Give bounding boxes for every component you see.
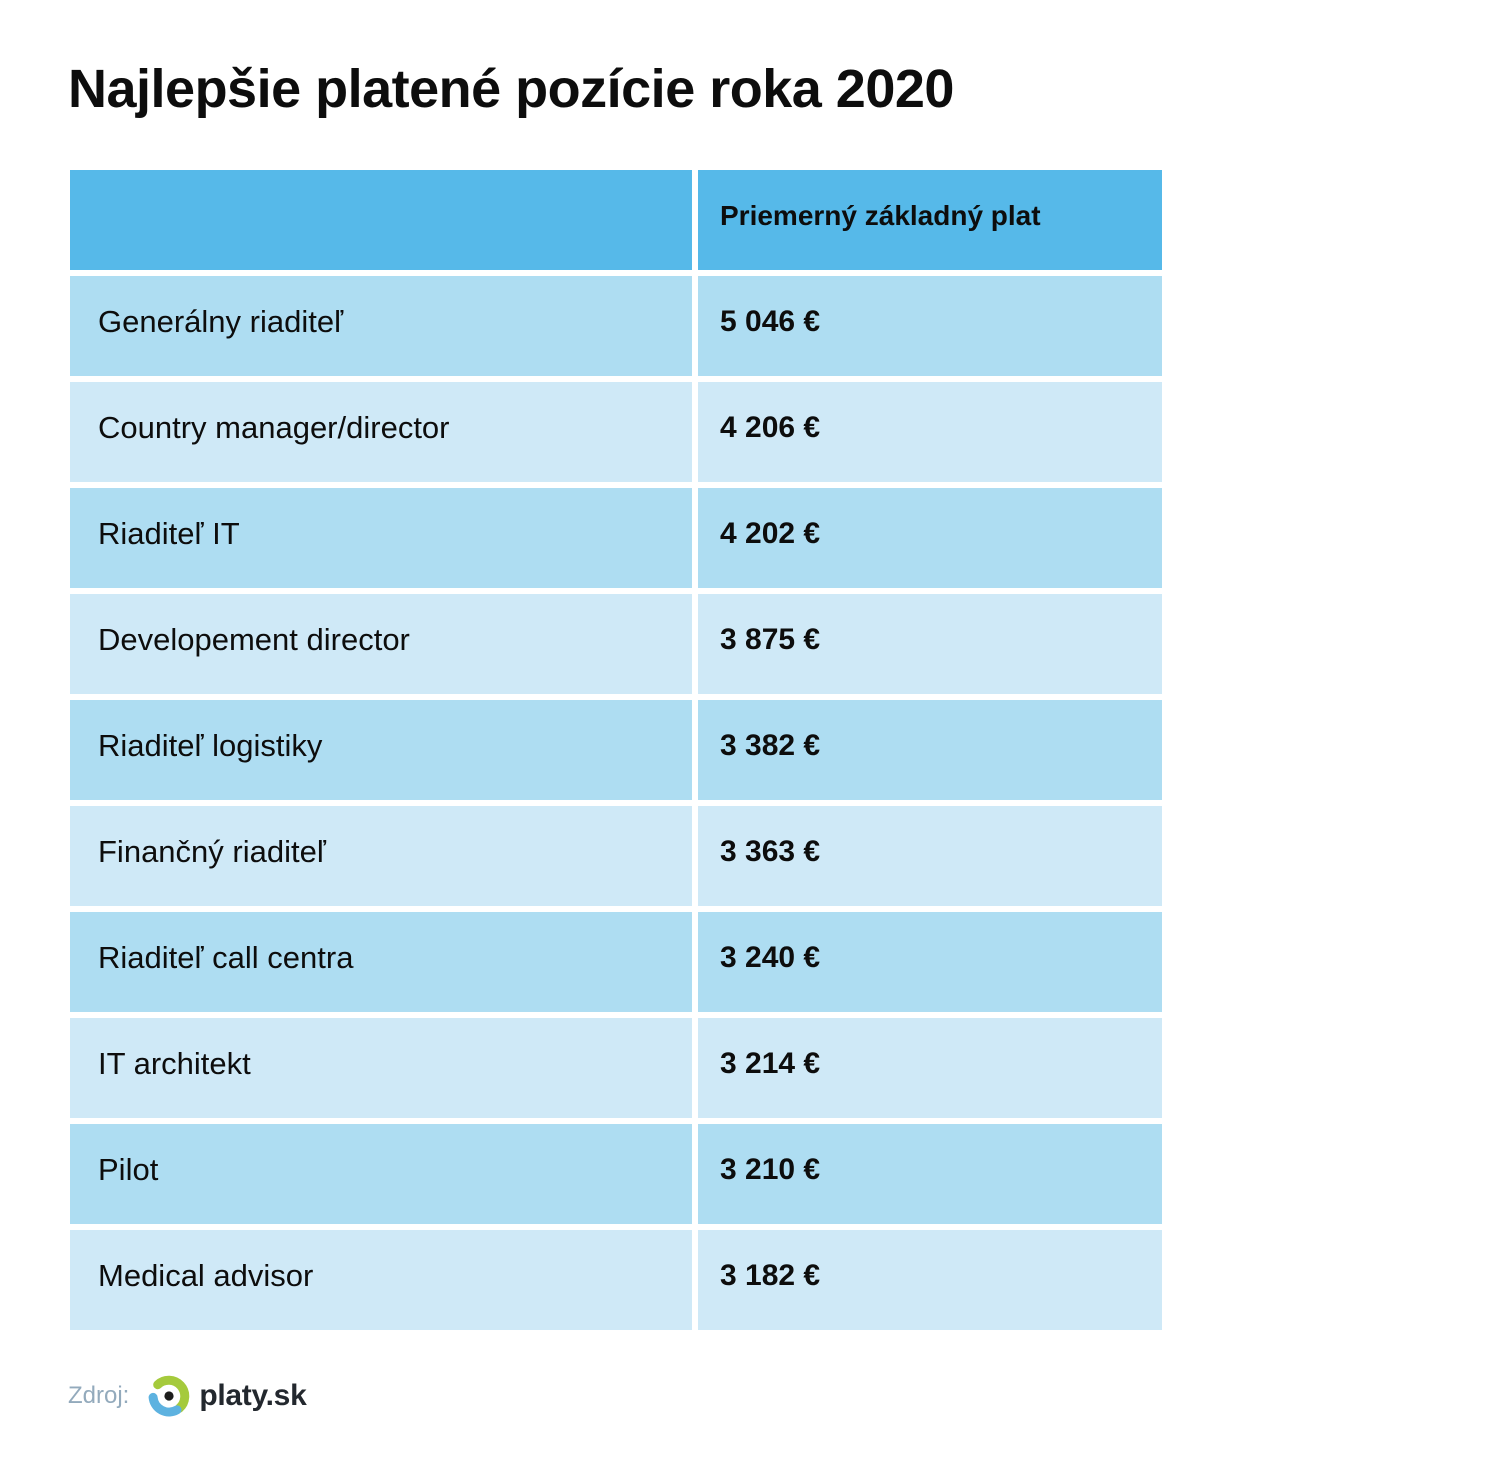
source-label: Zdroj: — [68, 1382, 130, 1410]
position-cell: Generálny riaditeľ — [70, 276, 692, 377]
platy-logo-text: platy.sk — [199, 1379, 307, 1413]
position-cell: Riaditeľ IT — [70, 488, 692, 589]
salary-cell: 3 214 € — [698, 1018, 1162, 1119]
salary-cell: 3 182 € — [698, 1230, 1162, 1331]
header-salary-cell: Priemerný základný plat — [698, 170, 1162, 271]
platy-ring-icon — [148, 1375, 190, 1417]
position-cell: IT architekt — [70, 1018, 692, 1119]
position-cell: Pilot — [70, 1124, 692, 1225]
salary-cell: 4 206 € — [698, 382, 1162, 483]
source-row: Zdroj: platy.sk — [68, 1372, 1500, 1420]
salary-table: Priemerný základný plat Generálny riadit… — [70, 170, 1162, 1331]
page-title: Najlepšie platené pozície roka 2020 — [68, 59, 954, 119]
position-cell: Country manager/director — [70, 382, 692, 483]
salary-cell: 3 240 € — [698, 912, 1162, 1013]
position-cell: Medical advisor — [70, 1230, 692, 1331]
header-empty-cell — [70, 170, 692, 271]
position-cell: Riaditeľ call centra — [70, 912, 692, 1013]
position-cell: Developement director — [70, 594, 692, 695]
salary-cell: 4 202 € — [698, 488, 1162, 589]
salary-cell: 3 210 € — [698, 1124, 1162, 1225]
position-cell: Riaditeľ logistiky — [70, 700, 692, 801]
salary-cell: 3 382 € — [698, 700, 1162, 801]
salary-cell: 5 046 € — [698, 276, 1162, 377]
position-cell: Finančný riaditeľ — [70, 806, 692, 907]
salary-cell: 3 875 € — [698, 594, 1162, 695]
salary-cell: 3 363 € — [698, 806, 1162, 907]
